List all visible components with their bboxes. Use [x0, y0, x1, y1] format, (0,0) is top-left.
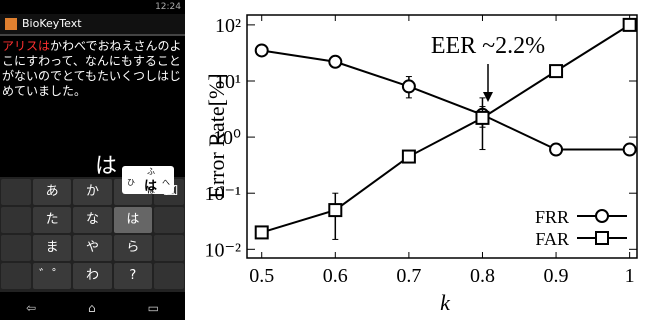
key[interactable] — [1, 179, 31, 205]
legend-label: FRR — [535, 207, 569, 227]
x-tick-label: 0.7 — [396, 265, 421, 287]
marker — [256, 44, 268, 56]
key-row: まやら — [0, 235, 185, 261]
key[interactable]: ゛゜ — [33, 263, 71, 289]
key[interactable] — [154, 263, 184, 289]
y-tick-label: 10⁻² — [204, 239, 241, 261]
key[interactable] — [154, 235, 184, 261]
key[interactable] — [154, 207, 184, 233]
popup-right: へ — [162, 177, 170, 188]
key-row: ゛゜わ? — [0, 263, 185, 289]
recent-icon[interactable]: ▭ — [148, 296, 159, 320]
key[interactable]: ま — [33, 235, 71, 261]
key[interactable] — [1, 263, 31, 289]
home-icon[interactable]: ⌂ — [88, 296, 96, 320]
key[interactable]: ら — [114, 235, 152, 261]
legend-marker — [596, 210, 608, 222]
series-line — [262, 50, 630, 149]
arrow-head — [483, 92, 493, 102]
nav-bar: ⇦ ⌂ ▭ — [0, 296, 185, 320]
popup-left: ひ — [127, 177, 135, 188]
marker — [403, 151, 415, 163]
popup-top: ふ — [147, 166, 155, 177]
marker — [403, 80, 415, 92]
key[interactable] — [1, 207, 31, 233]
x-tick-label: 0.8 — [470, 265, 495, 287]
status-bar: 12:24 — [0, 0, 185, 14]
legend-marker — [596, 232, 608, 244]
marker — [624, 19, 636, 31]
flick-popup: は ひ ふ へ ほ — [122, 166, 174, 194]
x-axis-label: k — [440, 290, 451, 315]
x-tick-label: 0.9 — [544, 265, 569, 287]
back-icon[interactable]: ⇦ — [26, 296, 36, 320]
y-tick-label: 10⁰ — [213, 127, 241, 149]
key[interactable] — [1, 235, 31, 261]
marker — [624, 144, 636, 156]
popup-bottom: ほ — [147, 185, 155, 196]
marker — [476, 112, 488, 124]
marker — [550, 144, 562, 156]
key[interactable]: か — [73, 179, 111, 205]
marker — [329, 204, 341, 216]
candidate: は — [95, 148, 117, 180]
highlight-text: アリスは — [2, 39, 50, 53]
marker — [329, 56, 341, 68]
y-tick-label: 10⁻¹ — [204, 183, 241, 205]
app-title: BioKeyText — [0, 14, 185, 36]
marker — [256, 226, 268, 238]
text-area: アリスはかわべでおねえさんのよこにすわって、なんにもすることがないのでとてもたい… — [0, 36, 185, 102]
key[interactable]: は — [114, 207, 152, 233]
key[interactable]: ? — [114, 263, 152, 289]
key[interactable]: や — [73, 235, 111, 261]
marker — [550, 65, 562, 77]
key[interactable]: な — [73, 207, 111, 233]
x-tick-label: 1 — [625, 265, 635, 287]
x-tick-label: 0.5 — [249, 265, 274, 287]
x-tick-label: 0.6 — [323, 265, 348, 287]
key[interactable]: あ — [33, 179, 71, 205]
key[interactable]: わ — [73, 263, 111, 289]
y-tick-label: 10² — [215, 15, 241, 37]
legend-label: FAR — [535, 229, 569, 249]
phone-screenshot: 12:24 BioKeyText アリスはかわべでおねえさんのよこにすわって、な… — [0, 0, 185, 320]
key-row: たなは — [0, 207, 185, 233]
annotation: EER ~2.2% — [431, 33, 545, 59]
key[interactable]: た — [33, 207, 71, 233]
page: 12:24 BioKeyText アリスはかわべでおねえさんのよこにすわって、な… — [0, 0, 651, 320]
y-tick-label: 10¹ — [215, 71, 241, 93]
